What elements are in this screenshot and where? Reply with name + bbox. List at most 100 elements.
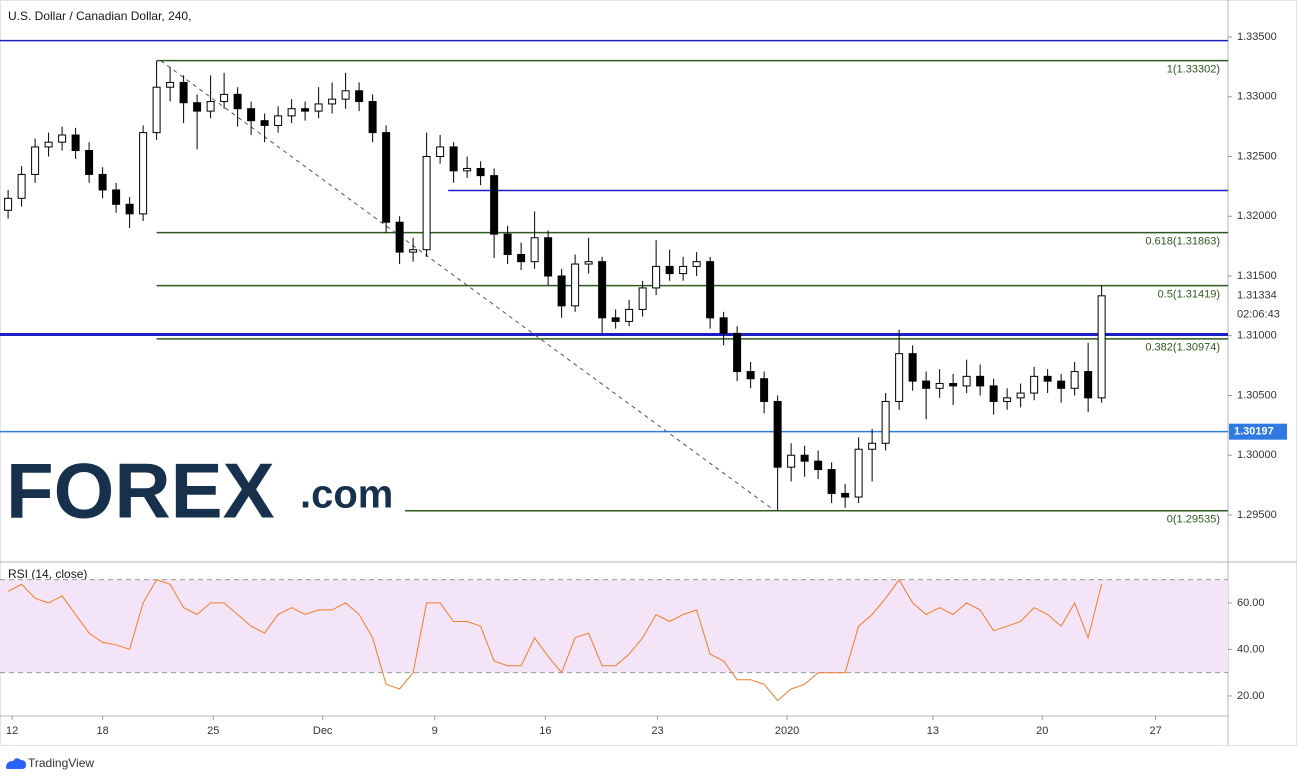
candle-body [719, 317, 728, 334]
x-tick-label: 16 [539, 725, 551, 737]
x-tick-label: 12 [6, 725, 18, 737]
candle-body [71, 134, 80, 152]
candle-body [814, 460, 823, 471]
candle-body [841, 492, 850, 498]
candle-body [746, 371, 755, 380]
candle-body [98, 173, 107, 191]
candle-body [4, 197, 13, 211]
candle-body [328, 98, 337, 105]
candle-body [1057, 380, 1066, 389]
candle-body [220, 93, 229, 103]
rsi-title: RSI (14, close) [8, 567, 87, 581]
watermark-brand: FOREX [6, 447, 275, 535]
candle-body [233, 93, 242, 110]
y-tick-label: 1.33500 [1237, 31, 1277, 43]
y-tick-label: 1.30000 [1237, 449, 1277, 461]
candle-body [341, 90, 350, 100]
candle-body [868, 442, 877, 450]
candle-body [1003, 397, 1012, 402]
rsi-band [0, 579, 1228, 673]
candle-body [638, 287, 647, 310]
candle-body [1016, 392, 1025, 399]
candle-body [962, 375, 971, 387]
candle-body [422, 156, 431, 251]
x-tick-label: 18 [96, 725, 108, 737]
candle-body [139, 132, 148, 215]
candle-body [773, 400, 782, 468]
candle-body [1097, 295, 1106, 399]
candle-body [571, 263, 580, 307]
y-tick-label: 40.00 [1237, 643, 1265, 655]
y-tick-label: 1.29500 [1237, 509, 1277, 521]
x-tick-label: 27 [1150, 725, 1162, 737]
candle-body [287, 108, 296, 117]
candle-body [436, 146, 445, 158]
rsi-line [7, 578, 1103, 702]
x-tick-label: 9 [432, 725, 438, 737]
footer-brand: TradingView [28, 756, 94, 770]
y-tick-label: 1.31500 [1237, 270, 1277, 282]
candle-body [800, 454, 809, 462]
candle-body [625, 308, 634, 322]
watermark-domain: .com [300, 473, 393, 517]
candle-body [85, 150, 94, 175]
countdown: 02:06:43 [1237, 309, 1280, 321]
candle-body [935, 383, 944, 389]
candle-body [382, 132, 391, 223]
y-tick-label: 60.00 [1237, 597, 1265, 609]
candle-body [1030, 375, 1039, 394]
candle-body [395, 221, 404, 253]
candle-body [247, 108, 256, 122]
candle-body [449, 146, 458, 172]
candle-body [733, 332, 742, 373]
x-tick-label: 25 [207, 725, 219, 737]
candle-body [922, 380, 931, 389]
y-tick-label: 1.32500 [1237, 150, 1277, 162]
candle-body [476, 167, 485, 177]
candle-body [260, 120, 269, 126]
candle-body [584, 261, 593, 265]
fib-trend-line [160, 60, 776, 512]
x-tick-label: Dec [313, 725, 333, 737]
fib-label: 0.5(1.31419) [1158, 289, 1220, 301]
level-label-box [1229, 423, 1287, 440]
last-price-label: 1.31334 [1237, 290, 1277, 302]
candle-body [598, 261, 607, 319]
candle-body [125, 203, 134, 215]
candle-body [179, 81, 188, 104]
candle-body [908, 353, 917, 382]
candle-body [827, 469, 836, 494]
candle-body [895, 353, 904, 402]
candle-body [557, 275, 566, 307]
candle-body [368, 101, 377, 134]
candle-body [355, 90, 364, 103]
candle-body [517, 253, 526, 263]
candle-body [463, 167, 472, 172]
candle-body [193, 102, 202, 112]
fib-label: 0.382(1.30974) [1145, 342, 1220, 354]
candle-body [44, 141, 53, 148]
x-tick-label: 23 [651, 725, 663, 737]
y-tick-label: 1.31000 [1237, 330, 1277, 342]
y-tick-label: 20.00 [1237, 690, 1265, 702]
y-tick-label: 1.32000 [1237, 210, 1277, 222]
candle-body [301, 108, 310, 112]
watermark: FOREX .com [6, 447, 393, 535]
candle-body [881, 400, 890, 444]
candle-body [544, 237, 553, 277]
candle-body [112, 189, 121, 205]
candle-body [706, 261, 715, 319]
candle-body [989, 385, 998, 402]
x-tick-label: 2020 [775, 725, 799, 737]
candle-body [409, 249, 418, 253]
x-tick-label: 13 [927, 725, 939, 737]
candle-body [530, 237, 539, 263]
candle-body [166, 81, 175, 88]
candle-body [152, 86, 161, 134]
candle-body [760, 378, 769, 402]
candle-body [854, 448, 863, 498]
candle-body [17, 173, 26, 199]
level-label: 1.30197 [1234, 426, 1274, 438]
candle-body [274, 115, 283, 126]
y-tick-label: 1.33000 [1237, 91, 1277, 103]
